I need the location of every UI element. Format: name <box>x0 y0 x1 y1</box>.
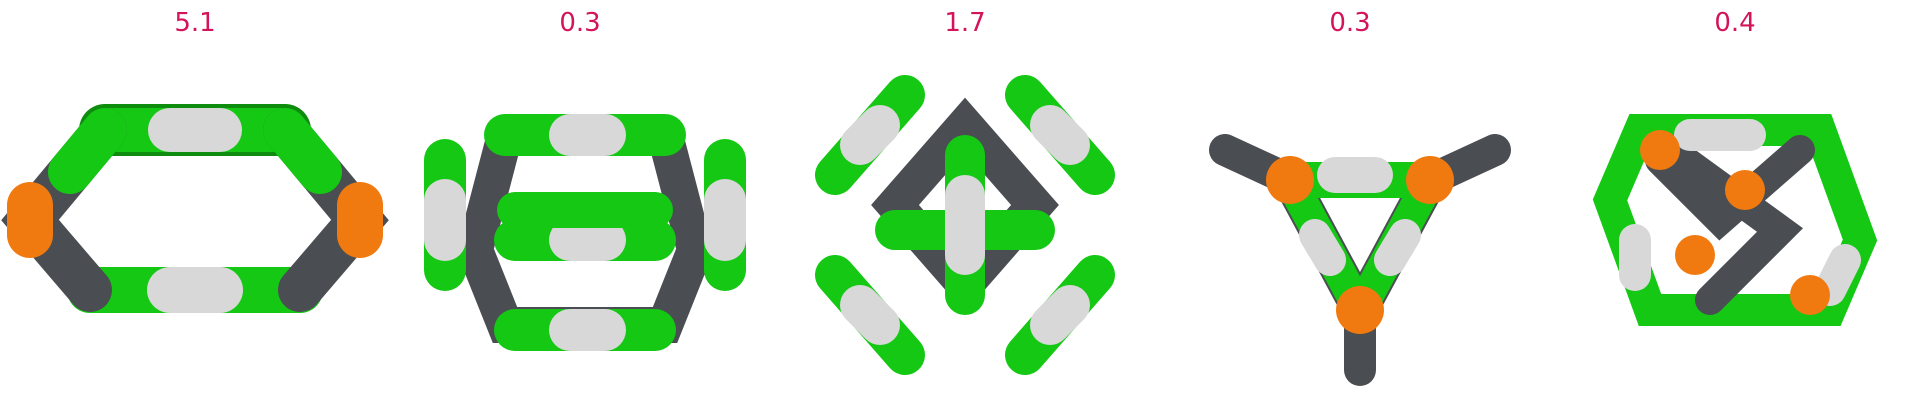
value-label-3: 1.7 <box>944 8 986 38</box>
prism-structure-icon <box>424 114 746 351</box>
clover-structure-icon <box>815 75 1115 375</box>
cube-cage-icon <box>1592 114 1878 326</box>
value-label-2: 0.3 <box>559 8 601 38</box>
value-label-1: 5.1 <box>174 8 216 38</box>
value-label-4: 0.3 <box>1329 8 1371 38</box>
ring-structure-icon <box>1 104 389 313</box>
triangular-cage-icon <box>1209 134 1511 386</box>
value-label-5: 0.4 <box>1714 8 1756 38</box>
